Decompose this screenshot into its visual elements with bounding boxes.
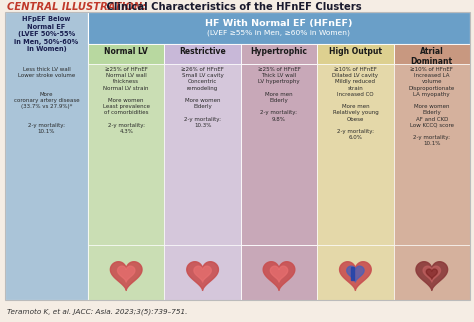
- Bar: [393, 44, 470, 64]
- Text: Clinical Characteristics of the HFnEF Clusters: Clinical Characteristics of the HFnEF Cl…: [103, 2, 362, 12]
- Bar: [393, 245, 470, 300]
- Bar: [164, 44, 241, 64]
- Text: Less thick LV wall
Lower stroke volume


More
coronary artery disease
(33.7% vs : Less thick LV wall Lower stroke volume M…: [14, 67, 79, 134]
- Polygon shape: [194, 266, 211, 282]
- FancyArrow shape: [351, 267, 355, 279]
- Bar: [88, 245, 164, 300]
- Text: Hypertrophic: Hypertrophic: [250, 47, 308, 56]
- Bar: [241, 44, 317, 64]
- Text: ≥10% of HFnEF
Increased LA
volume
Disproportionate
LA myopathy

More women
Elder: ≥10% of HFnEF Increased LA volume Dispro…: [409, 67, 455, 147]
- Text: ≥10% of HFnEF
Dilated LV cavity
Mildly reduced
strain
Increased CO

More men
Rel: ≥10% of HFnEF Dilated LV cavity Mildly r…: [332, 67, 378, 140]
- Bar: [241, 245, 317, 300]
- Bar: [393, 64, 470, 245]
- Bar: [317, 44, 393, 64]
- Bar: [241, 64, 317, 245]
- Bar: [5, 12, 470, 300]
- Bar: [317, 245, 393, 300]
- Bar: [164, 64, 241, 245]
- Polygon shape: [416, 262, 447, 290]
- Text: HFpEF Below
Normal EF
(LVEF 50%-55%
in Men, 50%-60%
in Women): HFpEF Below Normal EF (LVEF 50%-55% in M…: [14, 16, 79, 52]
- Text: (LVEF ≥55% in Men, ≥60% in Women): (LVEF ≥55% in Men, ≥60% in Women): [208, 29, 350, 35]
- Bar: [88, 44, 164, 64]
- Bar: [317, 64, 393, 245]
- Polygon shape: [263, 262, 295, 290]
- Polygon shape: [346, 266, 364, 282]
- Polygon shape: [339, 262, 371, 290]
- Bar: [5, 12, 88, 300]
- Bar: [88, 64, 164, 245]
- Text: Restrictive: Restrictive: [179, 47, 226, 56]
- Polygon shape: [118, 266, 135, 282]
- Text: ≥26% of HFnEF
Small LV cavity
Concentric
remodeling

More women
Elderly

2-y mor: ≥26% of HFnEF Small LV cavity Concentric…: [181, 67, 224, 128]
- Text: CENTRAL ILLUSTRATION:: CENTRAL ILLUSTRATION:: [7, 2, 146, 12]
- Text: High Output: High Output: [329, 47, 382, 56]
- Bar: [88, 12, 470, 44]
- Text: Teramoto K, et al. JACC: Asia. 2023;3(5):739–751.: Teramoto K, et al. JACC: Asia. 2023;3(5)…: [7, 308, 187, 315]
- Polygon shape: [110, 262, 142, 290]
- Text: Atrial
Dominant: Atrial Dominant: [411, 47, 453, 66]
- Text: ≥25% of HFnEF
Normal LV wall
thickness
Normal LV strain

More women
Least preval: ≥25% of HFnEF Normal LV wall thickness N…: [103, 67, 150, 134]
- Text: HF With Normal EF (HFnEF): HF With Normal EF (HFnEF): [205, 19, 353, 28]
- Text: ≥25% of HFnEF
Thick LV wall
LV hypertrophy

More men
Elderly

2-y mortality:
9.8: ≥25% of HFnEF Thick LV wall LV hypertrop…: [257, 67, 301, 122]
- Text: Normal LV: Normal LV: [104, 47, 148, 56]
- Polygon shape: [426, 269, 438, 279]
- Bar: [164, 245, 241, 300]
- Polygon shape: [270, 266, 288, 282]
- Polygon shape: [423, 266, 440, 282]
- Polygon shape: [187, 262, 219, 290]
